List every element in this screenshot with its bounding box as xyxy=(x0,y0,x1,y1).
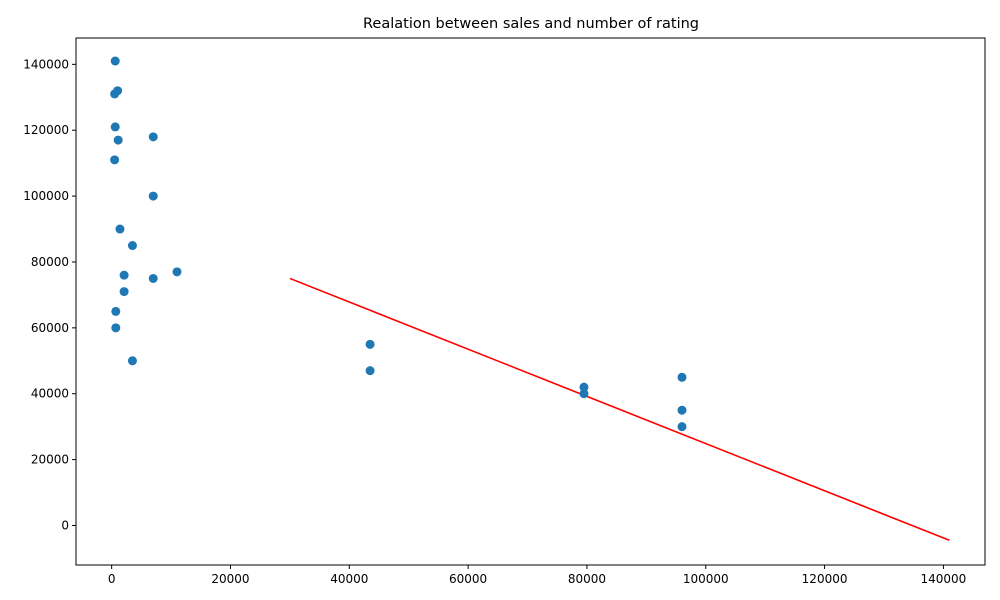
y-tick-label: 20000 xyxy=(31,453,69,467)
data-point xyxy=(119,287,129,297)
data-point xyxy=(119,270,129,280)
trendline-layer xyxy=(289,277,950,542)
data-point xyxy=(111,306,121,316)
data-point xyxy=(127,356,137,366)
y-tick-label: 80000 xyxy=(31,255,69,269)
chart-title: Realation between sales and number of ra… xyxy=(363,16,699,32)
data-point xyxy=(148,191,158,201)
x-tick-label: 100000 xyxy=(683,572,729,586)
x-axis-ticks: 0 20000 40000 60000 80000 100000 120000 140000 xyxy=(108,565,966,586)
data-point xyxy=(365,339,375,349)
x-tick-label: 80000 xyxy=(568,572,606,586)
y-tick-label: 140000 xyxy=(23,57,69,71)
data-point xyxy=(677,372,687,382)
x-tick-label: 60000 xyxy=(449,572,487,586)
x-tick-label: 140000 xyxy=(921,572,967,586)
points-layer xyxy=(110,56,687,432)
data-point xyxy=(677,405,687,415)
data-point xyxy=(127,241,137,251)
y-tick-label: 120000 xyxy=(23,123,69,137)
data-point xyxy=(579,382,589,392)
trendline xyxy=(289,277,950,542)
data-point xyxy=(148,132,158,142)
y-tick-label: 0 xyxy=(61,518,69,532)
x-tick-label: 20000 xyxy=(211,572,249,586)
data-point xyxy=(677,422,687,432)
data-point xyxy=(113,135,123,145)
x-tick-label: 120000 xyxy=(802,572,848,586)
data-point xyxy=(111,323,121,333)
y-tick-label: 60000 xyxy=(31,321,69,335)
data-point xyxy=(115,224,125,234)
y-tick-label: 40000 xyxy=(31,387,69,401)
y-axis-ticks: 0 20000 40000 60000 80000 100000 120000 140000 xyxy=(23,57,76,532)
data-point xyxy=(148,273,158,283)
data-point xyxy=(579,389,589,399)
data-point xyxy=(110,56,120,66)
plot-area-frame xyxy=(75,37,986,566)
data-point xyxy=(172,267,182,277)
data-point xyxy=(110,89,120,99)
data-point xyxy=(110,122,120,132)
data-point xyxy=(365,366,375,376)
x-tick-label: 0 xyxy=(108,572,116,586)
y-tick-label: 100000 xyxy=(23,189,69,203)
x-tick-label: 40000 xyxy=(330,572,368,586)
data-point xyxy=(110,155,120,165)
